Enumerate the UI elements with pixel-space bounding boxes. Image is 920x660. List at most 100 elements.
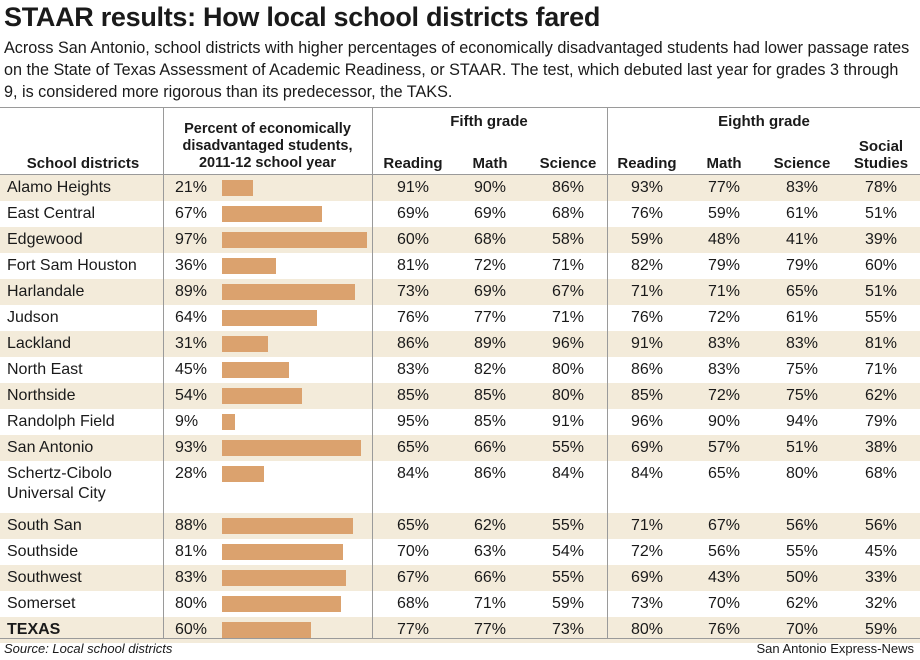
econ-percent-bar bbox=[222, 180, 254, 196]
divider-districts bbox=[163, 108, 164, 638]
score-fifth-math: 66% bbox=[473, 439, 507, 456]
score-eighth-reading: 71% bbox=[630, 517, 664, 534]
econ-percent-label: 31% bbox=[175, 335, 208, 352]
score-eighth-social: 81% bbox=[864, 335, 898, 352]
score-eighth-math: 72% bbox=[707, 309, 741, 326]
score-eighth-social: 71% bbox=[864, 361, 898, 378]
table-row: North East 45% 83% 82% 80% 86% 83% 75% 71% bbox=[0, 357, 920, 383]
score-eighth-reading: 69% bbox=[630, 569, 664, 586]
score-eighth-math: 70% bbox=[707, 595, 741, 612]
score-eighth-social: 51% bbox=[864, 283, 898, 300]
score-fifth-reading: 95% bbox=[396, 413, 430, 430]
header-eighth-grade: Eighth grade bbox=[718, 113, 810, 130]
score-eighth-math: 59% bbox=[707, 205, 741, 222]
district-name: Southwest bbox=[7, 569, 82, 586]
table-row: Judson 64% 76% 77% 71% 76% 72% 61% 55% bbox=[0, 305, 920, 331]
district-name: San Antonio bbox=[7, 439, 94, 456]
econ-percent-bar bbox=[222, 258, 276, 274]
district-name: Edgewood bbox=[7, 231, 83, 248]
score-fifth-science: 71% bbox=[551, 257, 585, 274]
score-eighth-reading: 85% bbox=[630, 387, 664, 404]
econ-percent-bar bbox=[222, 310, 318, 326]
score-eighth-reading: 84% bbox=[630, 465, 664, 482]
divider-header bbox=[0, 174, 920, 175]
district-name: Universal City bbox=[7, 485, 106, 502]
table-row: Fort Sam Houston 36% 81% 72% 71% 82% 79% 79% 60% bbox=[0, 253, 920, 279]
header-percent: Percent of economically disadvantaged st… bbox=[165, 121, 370, 172]
score-eighth-science: 55% bbox=[785, 543, 819, 560]
econ-percent-bar bbox=[222, 388, 303, 404]
score-eighth-science: 94% bbox=[785, 413, 819, 430]
score-fifth-math: 90% bbox=[473, 179, 507, 196]
score-eighth-science: 61% bbox=[785, 205, 819, 222]
table-row: Lackland 31% 86% 89% 96% 91% 83% 83% 81% bbox=[0, 331, 920, 357]
table-row: Randolph Field 9% 95% 85% 91% 96% 90% 94% 79% bbox=[0, 409, 920, 435]
econ-percent-bar bbox=[222, 596, 342, 612]
table-row: TEXAS 60% 77% 77% 73% 80% 76% 70% 59% bbox=[0, 617, 920, 643]
econ-percent-bar bbox=[222, 284, 355, 300]
district-name: East Central bbox=[7, 205, 96, 222]
score-eighth-social: 39% bbox=[864, 231, 898, 248]
score-fifth-reading: 91% bbox=[396, 179, 430, 196]
score-eighth-reading: 82% bbox=[630, 257, 664, 274]
table-row: Schertz-Cibolo Universal City 28% 84% 86% 84%… bbox=[0, 461, 920, 513]
score-fifth-math: 77% bbox=[473, 309, 507, 326]
econ-percent-bar bbox=[222, 206, 322, 222]
score-fifth-math: 62% bbox=[473, 517, 507, 534]
table-row: East Central 67% 69% 69% 68% 76% 59% 61% 51% bbox=[0, 201, 920, 227]
district-name: Harlandale bbox=[7, 283, 85, 300]
score-eighth-social: 45% bbox=[864, 543, 898, 560]
district-name: Schertz-Cibolo bbox=[7, 465, 112, 482]
econ-percent-label: 67% bbox=[175, 205, 208, 222]
score-eighth-social: 68% bbox=[864, 465, 898, 482]
score-eighth-reading: 69% bbox=[630, 439, 664, 456]
score-fifth-reading: 65% bbox=[396, 439, 430, 456]
score-eighth-math: 57% bbox=[707, 439, 741, 456]
score-eighth-reading: 80% bbox=[630, 621, 664, 638]
score-eighth-reading: 91% bbox=[630, 335, 664, 352]
score-fifth-math: 69% bbox=[473, 205, 507, 222]
score-fifth-reading: 68% bbox=[396, 595, 430, 612]
score-fifth-reading: 70% bbox=[396, 543, 430, 560]
score-eighth-science: 79% bbox=[785, 257, 819, 274]
score-eighth-social: 56% bbox=[864, 517, 898, 534]
score-eighth-math: 48% bbox=[707, 231, 741, 248]
econ-percent-bar bbox=[222, 362, 290, 378]
score-fifth-science: 59% bbox=[551, 595, 585, 612]
table-row: San Antonio 93% 65% 66% 55% 69% 57% 51% 38% bbox=[0, 435, 920, 461]
score-eighth-math: 71% bbox=[707, 283, 741, 300]
score-eighth-science: 62% bbox=[785, 595, 819, 612]
econ-percent-label: 64% bbox=[175, 309, 208, 326]
score-fifth-math: 72% bbox=[473, 257, 507, 274]
econ-percent-label: 97% bbox=[175, 231, 208, 248]
score-eighth-math: 90% bbox=[707, 413, 741, 430]
score-eighth-science: 75% bbox=[785, 361, 819, 378]
score-eighth-reading: 76% bbox=[630, 309, 664, 326]
score-eighth-math: 67% bbox=[707, 517, 741, 534]
chart-subtitle: Across San Antonio, school districts wit… bbox=[4, 39, 910, 101]
score-fifth-science: 96% bbox=[551, 335, 585, 352]
score-fifth-science: 86% bbox=[551, 179, 585, 196]
score-fifth-math: 82% bbox=[473, 361, 507, 378]
score-eighth-science: 50% bbox=[785, 569, 819, 586]
econ-percent-label: 88% bbox=[175, 517, 208, 534]
score-fifth-science: 80% bbox=[551, 387, 585, 404]
table-row: Southside 81% 70% 63% 54% 72% 56% 55% 45% bbox=[0, 539, 920, 565]
score-eighth-math: 83% bbox=[707, 361, 741, 378]
score-eighth-science: 80% bbox=[785, 465, 819, 482]
chart-title: STAAR results: How local school district… bbox=[4, 2, 601, 32]
score-fifth-science: 55% bbox=[551, 517, 585, 534]
divider-grades bbox=[607, 108, 608, 638]
score-fifth-science: 58% bbox=[551, 231, 585, 248]
score-eighth-social: 62% bbox=[864, 387, 898, 404]
score-fifth-math: 89% bbox=[473, 335, 507, 352]
district-name: Randolph Field bbox=[7, 413, 115, 430]
divider-top bbox=[0, 107, 920, 108]
score-fifth-math: 63% bbox=[473, 543, 507, 560]
score-fifth-math: 66% bbox=[473, 569, 507, 586]
score-fifth-science: 71% bbox=[551, 309, 585, 326]
score-eighth-math: 79% bbox=[707, 257, 741, 274]
district-name: Northside bbox=[7, 387, 76, 404]
score-eighth-social: 38% bbox=[864, 439, 898, 456]
score-fifth-math: 68% bbox=[473, 231, 507, 248]
